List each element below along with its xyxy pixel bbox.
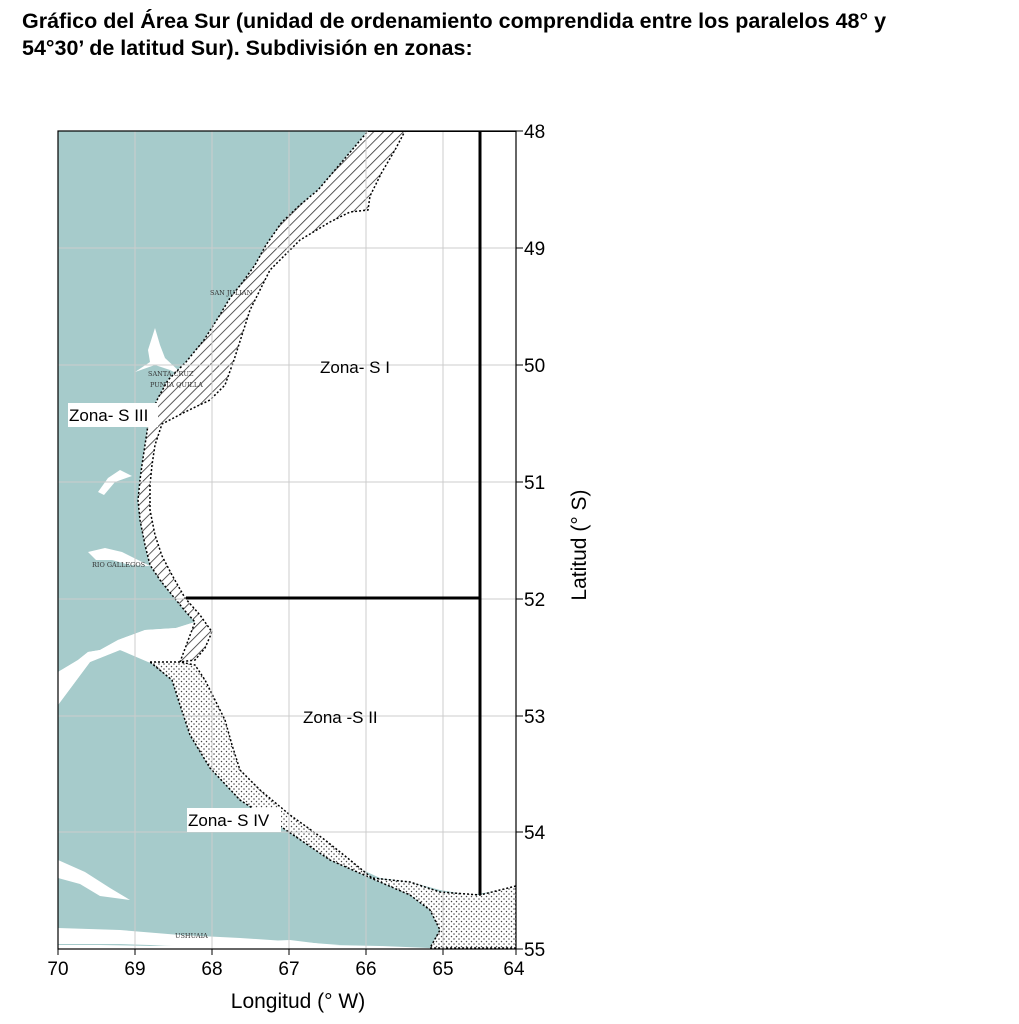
channel-beagle xyxy=(58,928,340,947)
river-santa-cruz xyxy=(135,328,190,380)
strait-magellan xyxy=(58,622,200,705)
title-line-2: 54°30’ de latitud Sur). Subdivisión en z… xyxy=(22,36,473,60)
y-tick-label: 48 xyxy=(524,122,545,143)
y-axis-title: Latitud (° S) xyxy=(568,489,591,600)
x-tick-label: 64 xyxy=(503,959,525,980)
zone-label-s3: Zona- S III xyxy=(69,406,148,425)
zone-label-s3-bg xyxy=(68,403,158,427)
y-tick-label: 49 xyxy=(524,239,545,260)
x-axis-title: Longitud (° W) xyxy=(231,990,365,1013)
bay-inutil xyxy=(58,860,130,900)
x-tick-label: 65 xyxy=(432,959,453,980)
place-santa-cruz: SANTA CRUZ xyxy=(148,370,194,378)
page-title: Gráfico del Área Sur (unidad de ordenami… xyxy=(22,8,1012,62)
y-tick-label: 52 xyxy=(524,590,545,611)
x-tick-label: 70 xyxy=(47,959,68,980)
y-tick-label: 55 xyxy=(524,940,545,961)
x-tick-label: 68 xyxy=(201,959,222,980)
x-tick-label: 69 xyxy=(124,959,145,980)
y-tick-label: 54 xyxy=(524,823,546,844)
y-axis: 48 49 50 51 52 53 54 55 xyxy=(516,122,546,961)
place-ushuaia: USHUAIA xyxy=(175,932,208,940)
grid xyxy=(58,131,516,949)
zone-label-s2: Zona -S II xyxy=(303,708,378,727)
place-rio-gallegos: RIO GALLEGOS xyxy=(92,561,145,569)
y-tick-label: 53 xyxy=(524,707,545,728)
zone-label-s1: Zona- S I xyxy=(320,358,390,377)
map-frame xyxy=(57,130,517,950)
place-san-julian: SAN JULIAN xyxy=(210,289,253,297)
zone-label-s4: Zona- S IV xyxy=(188,811,270,830)
zone-s3-band xyxy=(137,131,406,663)
river-coyle xyxy=(98,470,132,495)
title-line-1: Gráfico del Área Sur (unidad de ordenami… xyxy=(22,9,887,33)
x-axis: 70 69 68 67 66 65 64 xyxy=(47,949,525,980)
land-tierra-del-fuego xyxy=(58,650,516,948)
place-punta-quilla: PUNTA QUILLA xyxy=(150,381,203,389)
zone-label-s4-bg xyxy=(187,808,281,832)
x-tick-label: 66 xyxy=(355,959,376,980)
y-tick-label: 51 xyxy=(524,473,545,494)
x-tick-label: 67 xyxy=(278,959,299,980)
y-tick-label: 50 xyxy=(524,356,545,377)
